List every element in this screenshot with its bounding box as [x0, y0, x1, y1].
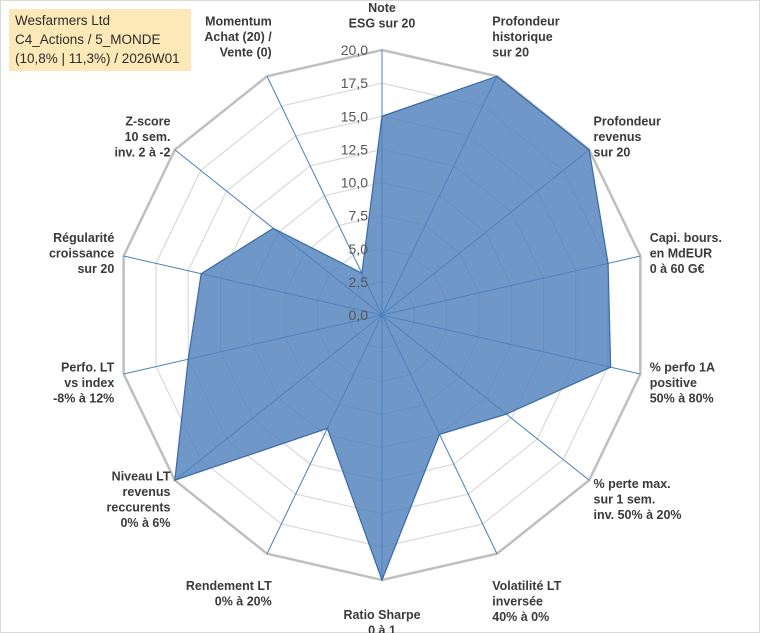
axis-label: Capi. bours. en MdEUR 0 à 60 G€ — [650, 231, 722, 276]
axis-label-line: sur 20 — [594, 145, 631, 159]
axis-label-line: Régularité — [53, 231, 114, 245]
series-area-polygon — [174, 75, 612, 582]
axis-label-line: Profondeur — [594, 114, 661, 128]
axis-label-line: inv. 50% à 20% — [594, 508, 682, 522]
axis-label: Régularité croissance sur 20 — [49, 231, 114, 276]
axis-label-line: % perfo 1A — [650, 361, 715, 375]
axis-label-line: Perfo. LT — [61, 361, 115, 375]
axis-label-line: sur 20 — [492, 45, 529, 59]
axis-label-line: 40% à 0% — [492, 610, 549, 624]
axis-label: Niveau LT revenus reccurents 0% à 6% — [107, 469, 171, 530]
chart-subtitle: C4_Actions / 5_MONDE — [15, 32, 161, 47]
axis-label-line: Note — [368, 1, 396, 15]
axis-label: Note ESG sur 20 — [349, 1, 416, 31]
axis-label-line: Z-score — [125, 114, 170, 128]
axis-label-line: reccurents — [107, 500, 171, 514]
axis-label-line: revenus — [594, 130, 642, 144]
axis-label-line: 0 à 1 — [368, 624, 396, 633]
tick-label: 20,0 — [341, 42, 368, 58]
axis-label-line: -8% à 12% — [53, 392, 114, 406]
axis-label: Profondeur historique sur 20 — [492, 14, 559, 59]
axis-labels: Note ESG sur 20 Profondeur historique sur 20… — [49, 1, 722, 633]
tick-label: 12,5 — [341, 141, 368, 157]
axis-label-line: inv. 2 à -2 — [114, 145, 170, 159]
axis-label-line: Achat (20) / — [204, 30, 272, 44]
axis-label: Rendement LT 0% à 20% — [186, 579, 272, 609]
tick-label: 2,5 — [349, 274, 369, 290]
axis-label: % perfo 1A positive 50% à 80% — [650, 361, 715, 406]
axis-label-line: Ratio Sharpe — [343, 608, 420, 622]
tick-label: 15,0 — [341, 108, 368, 124]
axis-label-line: Momentum — [205, 14, 272, 28]
axis-label: Z-score 10 sem. inv. 2 à -2 — [114, 114, 170, 159]
axis-label-line: revenus — [123, 485, 171, 499]
axis-label: % perte max. sur 1 sem. inv. 50% à 20% — [594, 477, 682, 522]
chart-title-box: Wesfarmers Ltd C4_Actions / 5_MONDE (10,… — [9, 9, 191, 71]
chart-title: Wesfarmers Ltd — [15, 13, 111, 28]
axis-label-line: Profondeur — [492, 14, 559, 28]
axis-label-line: sur 20 — [77, 262, 114, 276]
axis-label: Ratio Sharpe 0 à 1 — [343, 608, 420, 633]
axis-label-line: inversée — [492, 595, 543, 609]
tick-label: 7,5 — [349, 208, 369, 224]
axis-label-line: en MdEUR — [650, 246, 713, 260]
axis-label-line: sur 1 sem. — [594, 493, 656, 507]
axis-label-line: Niveau LT — [112, 469, 171, 483]
axis-label-line: historique — [492, 30, 552, 44]
axis-label: Perfo. LT vs index -8% à 12% — [53, 361, 115, 406]
chart-performance: (10,8% | 11,3%) / 2026W01 — [15, 51, 180, 66]
axis-label-line: Rendement LT — [186, 579, 272, 593]
axis-label-line: Capi. bours. — [650, 231, 722, 245]
axis-label-line: 0 à 60 G€ — [650, 262, 705, 276]
axis-label-line: positive — [650, 376, 697, 390]
axis-label: Profondeur revenus sur 20 — [594, 114, 661, 159]
axis-label-line: Vente (0) — [220, 45, 272, 59]
tick-label: 10,0 — [341, 175, 368, 191]
axis-label-line: ESG sur 20 — [349, 17, 416, 31]
axis-label-line: % perte max. — [594, 477, 671, 491]
tick-label: 0,0 — [349, 307, 369, 323]
axis-label-line: 10 sem. — [125, 130, 171, 144]
axis-label-line: croissance — [49, 246, 114, 260]
axis-label: Momentum Achat (20) / Vente (0) — [204, 14, 272, 59]
tick-label: 17,5 — [341, 75, 368, 91]
axis-label-line: 0% à 6% — [120, 516, 170, 530]
tick-label: 5,0 — [349, 241, 369, 257]
radial-tick-labels: 0,0 2,5 5,0 7,5 10,0 12,5 15,0 17,5 20,0 — [341, 42, 368, 323]
axis-label: Volatilité LT inversée 40% à 0% — [492, 579, 561, 624]
axis-label-line: 50% à 80% — [650, 392, 714, 406]
series-area — [174, 75, 612, 582]
axis-label-line: Volatilité LT — [492, 579, 561, 593]
axis-label-line: 0% à 20% — [215, 595, 272, 609]
axis-label-line: vs index — [64, 376, 114, 390]
